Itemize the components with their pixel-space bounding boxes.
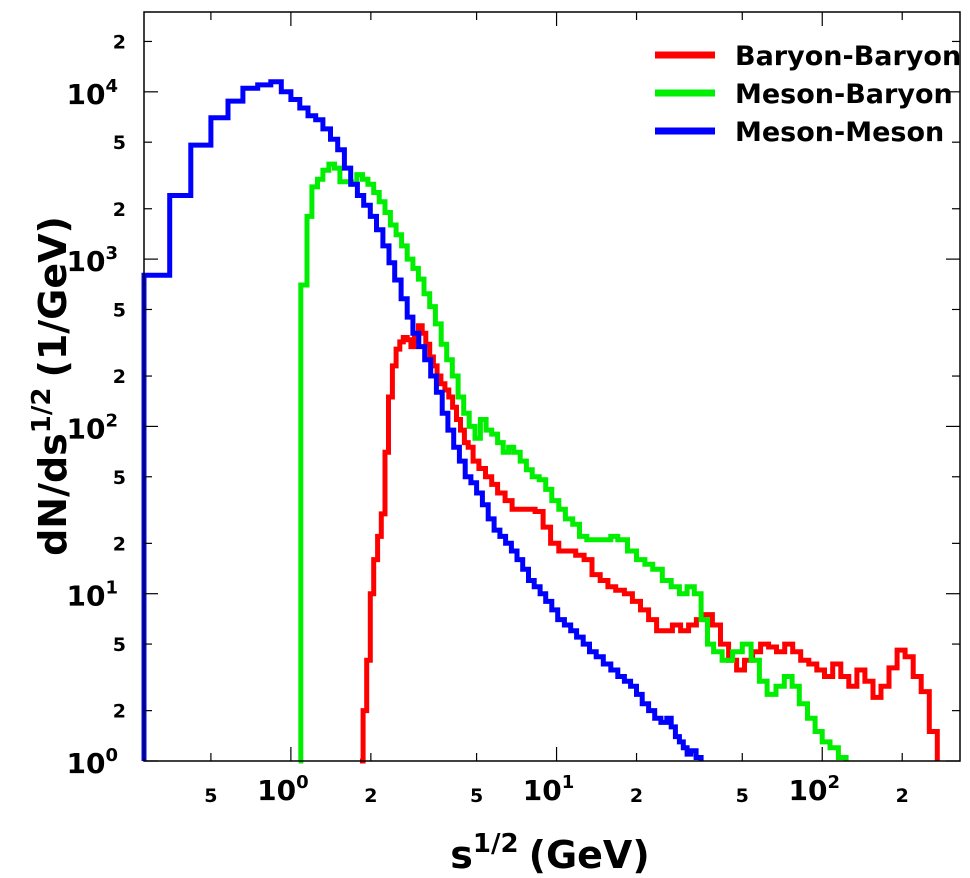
y-tick-label: 102 bbox=[67, 410, 119, 445]
x-tick-label: 102 bbox=[788, 772, 840, 807]
y-tick-label: 104 bbox=[67, 76, 119, 111]
legend-label-meson-baryon: Meson-Baryon bbox=[735, 79, 953, 110]
legend-label-baryon-baryon: Baryon-Baryon bbox=[735, 41, 961, 72]
y-tick-label: 2 bbox=[113, 31, 126, 53]
y-tick-label: 2 bbox=[113, 199, 126, 221]
x-tick-label: 2 bbox=[896, 785, 909, 807]
series-line-meson-baryon bbox=[298, 161, 849, 764]
x-tick-label: 2 bbox=[364, 785, 377, 807]
y-tick-label: 5 bbox=[113, 132, 126, 154]
y-tick-label: 5 bbox=[113, 299, 126, 321]
series-layer bbox=[141, 79, 940, 764]
y-tick-label: 103 bbox=[67, 243, 119, 278]
x-tick-label: 101 bbox=[523, 772, 575, 807]
y-tick-label: 100 bbox=[67, 745, 119, 780]
y-tick-label: 2 bbox=[113, 533, 126, 555]
x-tick-label: 5 bbox=[470, 785, 483, 807]
legend: Baryon-Baryon Meson-Baryon Meson-Meson bbox=[655, 41, 961, 148]
plot-frame bbox=[143, 11, 961, 762]
series-line-meson-meson bbox=[141, 79, 704, 761]
y-tick-label: 101 bbox=[67, 578, 119, 613]
legend-label-meson-meson: Meson-Meson bbox=[735, 117, 944, 148]
ticks-layer: 5 100 2 5 101 2 5 102 2 100 2 5 101 2 5 102 2 5 103 2 5 104 2 bbox=[67, 12, 960, 807]
y-tick-label: 5 bbox=[113, 467, 126, 489]
x-tick-label: 100 bbox=[257, 772, 309, 807]
x-tick-label: 5 bbox=[204, 785, 217, 807]
y-axis-title: dN/ds1/2(1/GeV) bbox=[27, 216, 75, 556]
x-tick-label: 5 bbox=[736, 785, 749, 807]
x-tick-label: 2 bbox=[630, 785, 643, 807]
x-axis-title: s1/2 (GeV) bbox=[450, 829, 649, 877]
series-line-baryon-baryon bbox=[360, 323, 940, 764]
y-tick-label: 5 bbox=[113, 634, 126, 656]
y-tick-label: 2 bbox=[113, 366, 126, 388]
y-tick-label: 2 bbox=[113, 701, 126, 723]
